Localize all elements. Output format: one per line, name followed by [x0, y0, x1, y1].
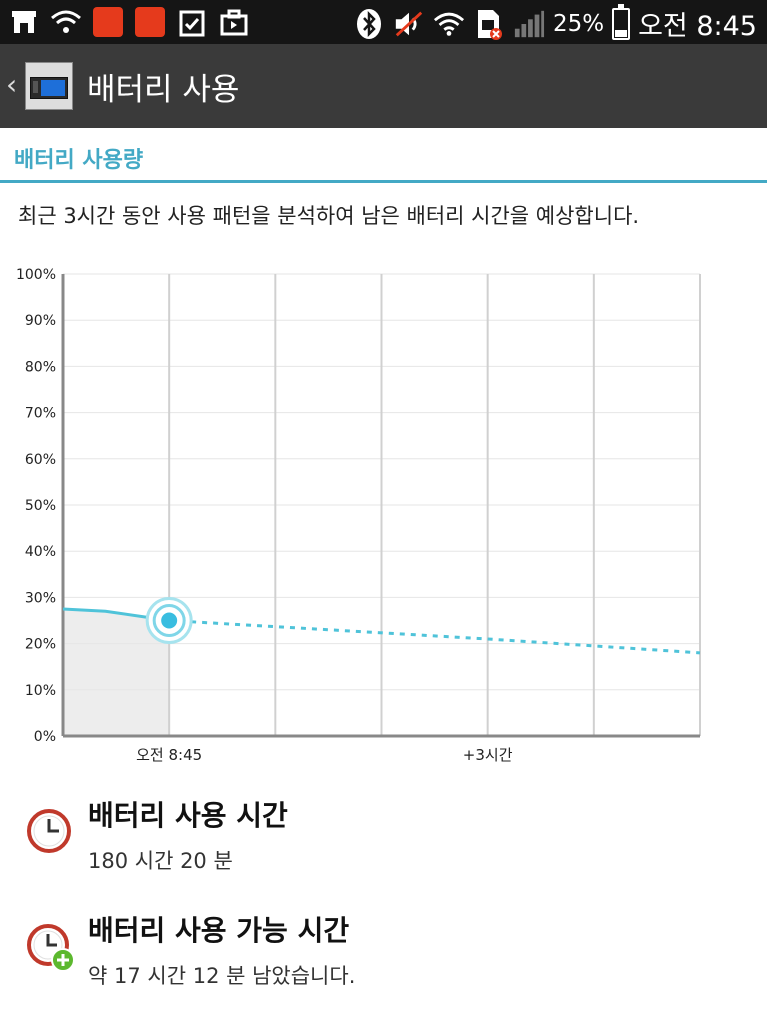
description-text: 최근 3시간 동안 사용 패턴을 분석하여 남은 배터리 시간을 예상합니다.	[18, 204, 640, 228]
clock-time: 오전 8:45	[638, 11, 757, 42]
briefcase-icon	[218, 6, 250, 38]
action-bar: ‹ 배터리 사용	[0, 44, 767, 128]
store-icon	[8, 6, 40, 38]
y-tick-label: 70%	[25, 406, 56, 422]
section-divider	[0, 180, 767, 183]
y-tick-label: 80%	[25, 359, 56, 375]
y-tick-label: 30%	[25, 590, 56, 606]
usage-time-value: 180 시간 20 분	[88, 849, 233, 873]
wifi-icon	[433, 8, 465, 40]
y-tick-label: 10%	[25, 683, 56, 699]
y-tick-label: 20%	[25, 637, 56, 653]
status-bar: 25% 오전 8:45	[0, 0, 767, 44]
clock-icon	[26, 808, 72, 854]
battery-chart-svg: 100% 90% 80% 70% 60% 50% 40% 30% 20% 10% 0% 오전 8:45…	[16, 267, 701, 764]
notification-icons	[8, 6, 250, 38]
y-tick-label: 40%	[25, 544, 56, 560]
past-usage-area	[63, 608, 170, 736]
y-tick-label: 50%	[25, 498, 56, 514]
red-app-icon	[92, 6, 124, 38]
clipboard-check-icon	[176, 6, 208, 38]
section-header: 배터리 사용량	[14, 148, 144, 173]
system-icons: 25% 오전 8:45	[353, 3, 757, 43]
back-arrow-icon[interactable]: ‹	[6, 68, 18, 101]
forecast-line	[169, 619, 701, 655]
remaining-time-value: 약 17 시간 12 분 남았습니다.	[88, 964, 356, 988]
sim-error-icon	[473, 8, 505, 40]
remaining-time-row[interactable]: 배터리 사용 가능 시간 약 17 시간 12 분 남았습니다.	[0, 905, 767, 995]
mute-icon	[393, 8, 425, 40]
signal-icon	[513, 8, 545, 40]
bluetooth-icon	[353, 8, 385, 40]
battery-chart: 100% 90% 80% 70% 60% 50% 40% 30% 20% 10% 0% 오전 8:45…	[0, 262, 767, 772]
y-tick-label: 90%	[25, 313, 56, 329]
page-title: 배터리 사용	[87, 72, 240, 108]
current-marker-point	[161, 612, 178, 629]
y-tick-label: 0%	[34, 729, 56, 745]
usage-time-title: 배터리 사용 시간	[88, 799, 288, 832]
battery-app-icon[interactable]	[25, 62, 73, 110]
x-tick-label: +3시간	[463, 746, 513, 764]
battery-icon	[612, 3, 631, 40]
remaining-time-title: 배터리 사용 가능 시간	[88, 914, 350, 947]
x-tick-label: 오전 8:45	[136, 746, 202, 764]
wifi-question-icon	[50, 6, 82, 38]
clock-plus-icon	[26, 923, 76, 973]
red-app-icon	[134, 6, 166, 38]
usage-time-row[interactable]: 배터리 사용 시간 180 시간 20 분	[0, 790, 767, 880]
y-tick-label: 60%	[25, 452, 56, 468]
battery-percent: 25%	[552, 10, 605, 37]
y-tick-label: 100%	[16, 267, 56, 283]
